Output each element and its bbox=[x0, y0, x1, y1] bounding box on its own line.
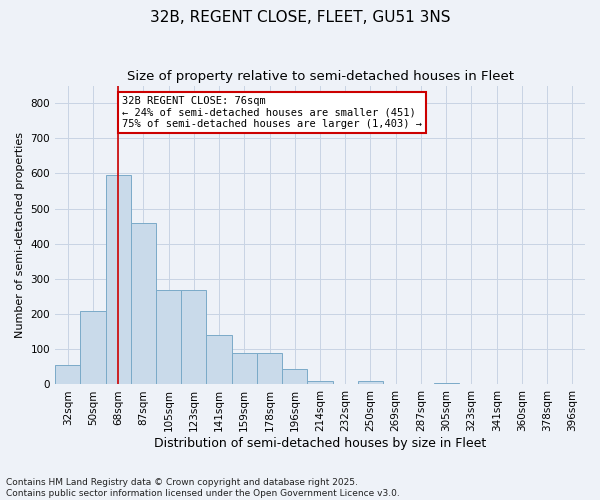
Bar bbox=[232, 353, 257, 384]
X-axis label: Distribution of semi-detached houses by size in Fleet: Distribution of semi-detached houses by … bbox=[154, 437, 486, 450]
Bar bbox=[434, 382, 459, 384]
Text: 32B, REGENT CLOSE, FLEET, GU51 3NS: 32B, REGENT CLOSE, FLEET, GU51 3NS bbox=[150, 10, 450, 25]
Bar bbox=[80, 310, 106, 384]
Bar bbox=[206, 335, 232, 384]
Bar bbox=[156, 290, 181, 384]
Bar bbox=[55, 365, 80, 384]
Bar bbox=[181, 290, 206, 384]
Text: Contains HM Land Registry data © Crown copyright and database right 2025.
Contai: Contains HM Land Registry data © Crown c… bbox=[6, 478, 400, 498]
Bar bbox=[282, 368, 307, 384]
Bar bbox=[106, 175, 131, 384]
Bar bbox=[257, 353, 282, 384]
Bar bbox=[131, 222, 156, 384]
Bar bbox=[358, 381, 383, 384]
Bar bbox=[307, 381, 332, 384]
Title: Size of property relative to semi-detached houses in Fleet: Size of property relative to semi-detach… bbox=[127, 70, 514, 83]
Y-axis label: Number of semi-detached properties: Number of semi-detached properties bbox=[15, 132, 25, 338]
Text: 32B REGENT CLOSE: 76sqm
← 24% of semi-detached houses are smaller (451)
75% of s: 32B REGENT CLOSE: 76sqm ← 24% of semi-de… bbox=[122, 96, 422, 130]
